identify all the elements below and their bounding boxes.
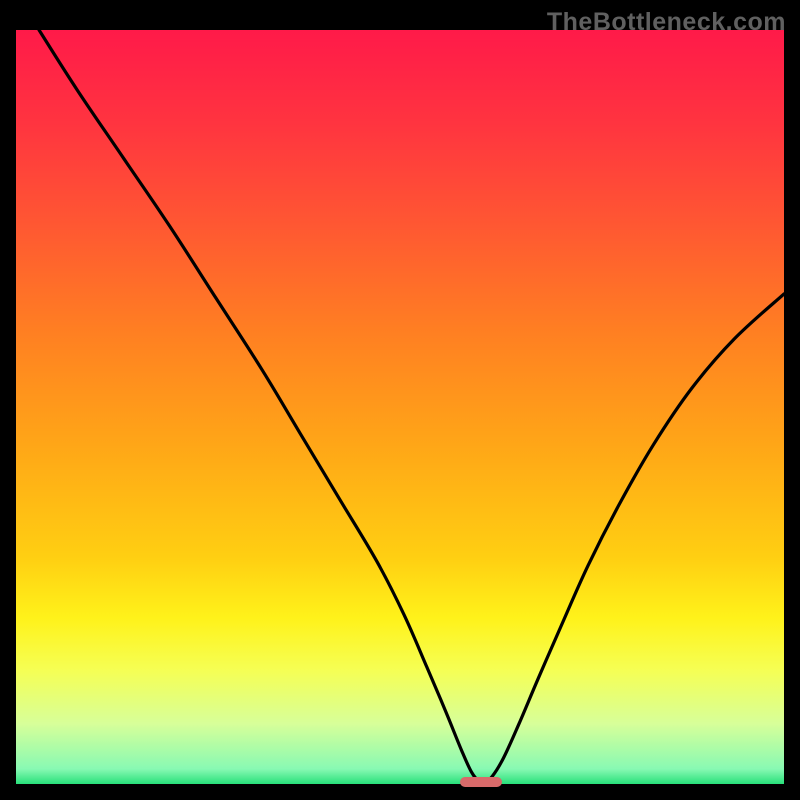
chart-container: TheBottleneck.com: [0, 0, 800, 800]
bottleneck-curve: [0, 0, 800, 800]
optimum-marker: [460, 777, 502, 787]
watermark-text: TheBottleneck.com: [547, 8, 786, 37]
